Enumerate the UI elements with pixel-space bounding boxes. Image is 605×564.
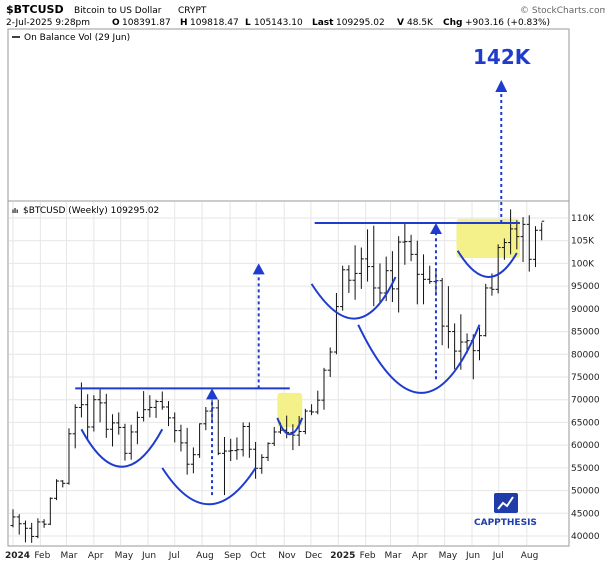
target-arrow-head [495,80,508,92]
logo-mark [494,493,518,513]
ohlc-bars [10,209,545,543]
y-tick-label: 50000 [571,487,600,497]
volume-label: V [397,18,404,28]
low-value: 105143.10 [254,18,303,28]
target-label: 142K [473,45,532,69]
logo-chart-icon [497,496,514,510]
cup-arc-center-2024 [161,467,257,505]
x-tick-label: Apr [412,551,428,561]
y-tick-label: 55000 [571,464,600,474]
volume-value: 48.5K [407,18,434,28]
last-label: Last [312,18,334,28]
cup-arc-left-2024 [80,428,164,468]
x-tick-label: Feb [34,551,50,561]
obv-panel-frame [7,28,570,202]
y-tick-label: 65000 [571,418,600,428]
instrument-name: Bitcoin to US Dollar [74,6,162,16]
low-label: L [245,18,251,28]
x-tick-label: Feb [360,551,376,561]
obv-panel: On Balance Vol (29 Jun) [7,28,570,202]
x-tick-label: Mar [385,551,402,561]
x-tick-label: Jul [168,551,180,561]
y-tick-label: 70000 [571,396,600,406]
high-value: 109818.47 [190,18,239,28]
high-label: H [180,18,188,28]
y-tick-label: 85000 [571,328,600,338]
x-tick-label: Jun [465,551,480,561]
price-panel: 40000 45000 50000 55000 60000 65000 70000 75000… [5,80,600,561]
y-tick-label: 45000 [571,509,600,519]
change-label: Chg [443,18,462,28]
handle-arc-2025 [456,250,518,278]
handle-arc-2024 [276,417,304,436]
y-tick-label: 60000 [571,441,600,451]
open-value: 108391.87 [122,18,171,28]
capp-thesis-logo: CAPPTHESIS [474,493,537,528]
measured-move-arrow-b-2024-head [252,263,265,275]
y-tick-label: 105K [571,237,595,247]
grid-layer [9,202,568,545]
x-axis-labels: 2024 Feb Mar Apr May Jun Jul Aug Sep Oct Nov Dec 202… [5,551,538,561]
y-tick-label: 40000 [571,532,600,542]
annotation-layer [75,80,520,505]
cup-arc-left-2025 [310,276,397,320]
x-tick-label: Mar [60,551,77,561]
brand-label: CAPPTHESIS [474,518,537,528]
y-tick-label: 95000 [571,282,600,292]
last-value: 109295.02 [336,18,385,28]
cup-arc-center-2025 [357,324,481,394]
date-line: 2-Jul-2025 9:28pm [6,18,90,28]
open-label: O [112,18,120,28]
x-tick-label: Jul [492,551,504,561]
x-tick-label: 2025 [330,551,355,561]
stockcharts-watermark: © StockCharts.com [520,6,605,16]
x-tick-label: May [115,551,134,561]
symbol-label: $BTCUSD [6,3,64,16]
x-tick-label: Sep [224,551,241,561]
price-legend-icon: ılı [12,208,18,215]
y-tick-label: 80000 [571,350,600,360]
x-tick-label: Aug [521,551,539,561]
chart-header: $BTCUSD Bitcoin to US Dollar CRYPT © Sto… [6,3,605,28]
x-tick-label: May [439,551,458,561]
x-tick-label: Dec [305,551,322,561]
measured-move-arrow-a-2024-head [206,388,219,400]
obv-legend: On Balance Vol (29 Jun) [24,33,130,43]
x-tick-label: Nov [278,551,296,561]
x-tick-label: Oct [250,551,266,561]
x-tick-label: Jun [141,551,156,561]
y-tick-label: 110K [571,214,595,224]
y-tick-label: 90000 [571,305,600,315]
change-value: +903.16 (+0.83%) [465,18,550,28]
y-axis-labels: 40000 45000 50000 55000 60000 65000 70000 75000… [571,214,600,542]
x-tick-label: 2024 [5,551,30,561]
price-legend: $BTCUSD (Weekly) 109295.02 [23,206,159,216]
exchange-label: CRYPT [178,6,207,16]
price-panel-frame [7,200,570,547]
y-tick-label: 75000 [571,373,600,383]
measured-move-arrow-a-2025-head [429,222,442,234]
y-tick-label: 100K [571,259,595,269]
x-tick-label: Apr [88,551,104,561]
x-tick-label: Aug [196,551,214,561]
breakout-highlight-2024 [277,392,303,427]
